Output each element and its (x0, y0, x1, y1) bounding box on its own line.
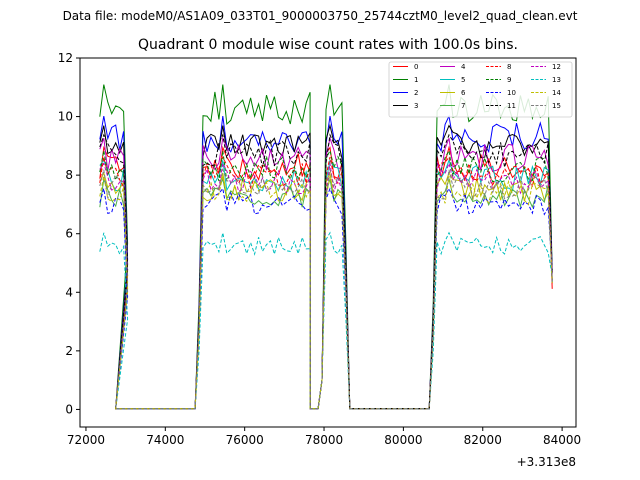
x-axis: 72000 74000 76000 78000 80000 82000 84000 (67, 427, 581, 447)
x-tick-label: 82000 (464, 433, 502, 447)
legend-label-9: 9 (507, 76, 511, 84)
x-offset-label: +3.313e8 (517, 455, 576, 469)
legend-label-13: 13 (552, 76, 561, 84)
legend-label-4: 4 (461, 63, 466, 71)
chart-title: Quadrant 0 module wise count rates with … (138, 37, 518, 53)
legend-label-15: 15 (552, 102, 561, 110)
x-tick-label: 84000 (543, 433, 581, 447)
legend-label-5: 5 (461, 76, 465, 84)
y-tick-label: 6 (65, 227, 73, 241)
legend-label-0: 0 (414, 63, 418, 71)
series-line-15 (99, 167, 553, 410)
legend-frame (388, 61, 573, 118)
x-tick-label: 76000 (226, 433, 264, 447)
x-tick-label: 78000 (305, 433, 343, 447)
x-tick-label: 74000 (146, 433, 184, 447)
series-layer (99, 84, 553, 410)
y-tick-label: 2 (65, 344, 73, 358)
legend-label-10: 10 (507, 89, 516, 97)
x-tick-label: 72000 (67, 433, 105, 447)
legend-label-12: 12 (552, 63, 561, 71)
plot-frame (79, 57, 577, 428)
legend-label-3: 3 (414, 102, 418, 110)
legend-label-6: 6 (461, 89, 466, 97)
x-tick-label: 80000 (384, 433, 422, 447)
legend-label-1: 1 (414, 76, 418, 84)
legend-label-14: 14 (552, 89, 561, 97)
y-tick-label: 10 (58, 110, 73, 124)
y-axis: 0 2 4 6 8 10 12 (58, 51, 80, 416)
figure-suptitle: Data file: modeM0/AS1A09_033T01_90000037… (63, 9, 578, 23)
legend-label-7: 7 (461, 102, 465, 110)
legend-label-8: 8 (507, 63, 511, 71)
y-tick-label: 0 (65, 402, 73, 416)
y-tick-label: 8 (65, 168, 73, 182)
legend-label-2: 2 (414, 89, 418, 97)
y-tick-label: 12 (58, 51, 73, 65)
legend-label-11: 11 (507, 102, 516, 110)
y-tick-label: 4 (65, 285, 73, 299)
